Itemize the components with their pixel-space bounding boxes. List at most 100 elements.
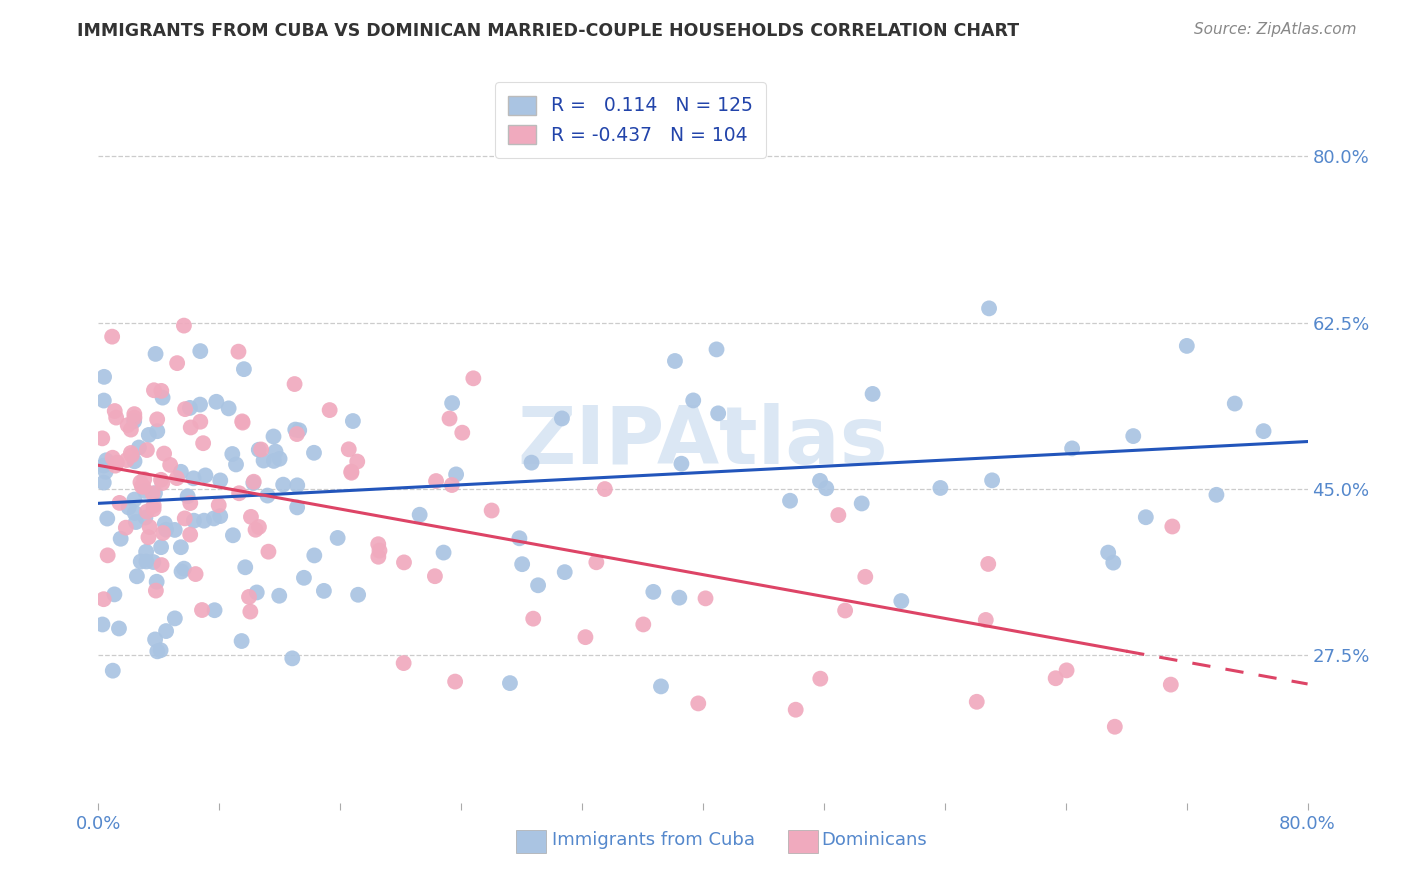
Point	[264, 444, 287, 458]
Point	[94, 465, 117, 479]
Point	[155, 624, 177, 638]
Point	[246, 585, 269, 599]
Point	[132, 480, 155, 494]
Point	[120, 423, 142, 437]
Point	[170, 540, 193, 554]
Point	[463, 371, 485, 385]
Point	[118, 500, 141, 515]
Point	[183, 471, 205, 485]
Point	[408, 508, 430, 522]
Point	[125, 569, 148, 583]
Point	[444, 674, 467, 689]
Point	[695, 591, 717, 606]
Point	[152, 526, 174, 541]
Point	[204, 603, 226, 617]
Point	[191, 603, 214, 617]
Point	[247, 442, 270, 457]
Point	[285, 478, 308, 492]
Point	[232, 416, 254, 430]
Point	[392, 656, 415, 670]
Point	[977, 557, 1000, 571]
Point	[423, 569, 446, 583]
Point	[105, 410, 128, 425]
Point	[271, 477, 294, 491]
Point	[108, 622, 131, 636]
Point	[238, 590, 260, 604]
Point	[1097, 546, 1119, 560]
Point	[368, 543, 391, 558]
Point	[145, 583, 167, 598]
Point	[183, 514, 205, 528]
Point	[340, 466, 363, 480]
Point	[166, 471, 188, 485]
Text: Source: ZipAtlas.com: Source: ZipAtlas.com	[1194, 22, 1357, 37]
Point	[142, 499, 165, 513]
Point	[145, 347, 167, 361]
Point	[444, 467, 467, 482]
Point	[593, 482, 616, 496]
Point	[188, 344, 211, 359]
Point	[252, 453, 274, 467]
Point	[138, 428, 160, 442]
Point	[554, 565, 576, 579]
Point	[245, 523, 267, 537]
Point	[974, 613, 997, 627]
Point	[288, 423, 311, 437]
Point	[96, 511, 118, 525]
Point	[142, 486, 165, 500]
Point	[170, 465, 193, 479]
Point	[890, 594, 912, 608]
Point	[209, 474, 232, 488]
Point	[163, 611, 186, 625]
Point	[101, 329, 124, 343]
Point	[1135, 510, 1157, 524]
Point	[142, 383, 165, 397]
Point	[707, 406, 730, 420]
Point	[440, 478, 463, 492]
Point	[269, 451, 291, 466]
Point	[1161, 519, 1184, 533]
Point	[1104, 720, 1126, 734]
Point	[122, 414, 145, 428]
Point	[668, 591, 690, 605]
Point	[342, 414, 364, 428]
Point	[149, 643, 172, 657]
Point	[510, 557, 533, 571]
Point	[179, 401, 201, 415]
Point	[284, 377, 307, 392]
Point	[173, 511, 195, 525]
Point	[124, 410, 146, 425]
Point	[93, 592, 115, 607]
Point	[93, 369, 115, 384]
Point	[138, 520, 160, 534]
Point	[150, 384, 173, 398]
Point	[104, 458, 127, 473]
Point	[150, 473, 173, 487]
Point	[527, 578, 550, 592]
Point	[392, 555, 415, 569]
Point	[124, 506, 146, 520]
Point	[129, 475, 152, 490]
Point	[853, 570, 876, 584]
Point	[1205, 488, 1227, 502]
Point	[135, 545, 157, 559]
Point	[285, 500, 308, 515]
Point	[134, 483, 156, 498]
Point	[125, 515, 148, 529]
Bar	[787, 830, 818, 854]
Point	[326, 531, 349, 545]
Point	[146, 424, 169, 438]
Point	[347, 588, 370, 602]
Point	[851, 496, 873, 510]
Point	[170, 565, 193, 579]
Point	[124, 492, 146, 507]
Legend: R =   0.114   N = 125, R = -0.437   N = 104: R = 0.114 N = 125, R = -0.437 N = 104	[495, 82, 766, 158]
Text: Immigrants from Cuba: Immigrants from Cuba	[551, 831, 755, 849]
Point	[193, 514, 215, 528]
Point	[585, 555, 607, 569]
Point	[180, 420, 202, 434]
Point	[150, 558, 173, 573]
Point	[862, 387, 884, 401]
Point	[242, 475, 264, 489]
Point	[91, 617, 114, 632]
